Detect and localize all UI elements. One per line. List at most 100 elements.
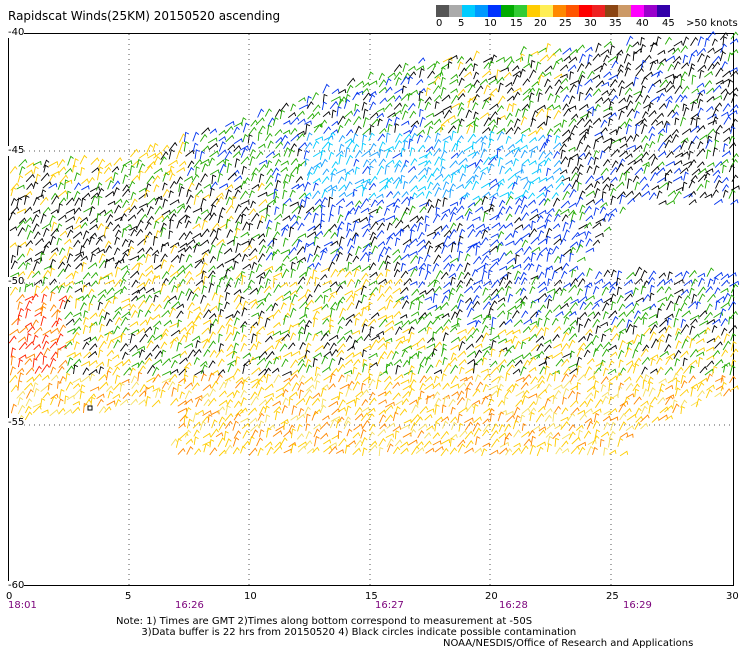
wind-barb [427, 245, 434, 255]
wind-barb [47, 382, 53, 391]
wind-barb [682, 103, 688, 112]
map-plot-area[interactable] [8, 33, 734, 586]
wind-barb [552, 396, 558, 405]
wind-barb [266, 314, 275, 320]
wind-barb [482, 191, 491, 198]
wind-barb [162, 172, 169, 182]
wind-barb [586, 398, 594, 408]
wind-barb [258, 238, 266, 246]
wind-barb [144, 352, 153, 360]
wind-barb [291, 405, 298, 415]
wind-barb [379, 246, 388, 257]
wind-barb [695, 398, 702, 408]
wind-barb [82, 230, 90, 240]
wind-barb [528, 401, 537, 408]
wind-barb [202, 319, 212, 325]
wind-barb [440, 438, 451, 445]
wind-barb [706, 95, 715, 103]
wind-barb [603, 269, 611, 277]
wind-barb [715, 377, 724, 382]
wind-barb [160, 259, 167, 269]
wind-barb [298, 204, 305, 215]
wind-barb [584, 151, 592, 160]
wind-barb [297, 148, 303, 157]
wind-barb [73, 224, 82, 230]
wind-barb [466, 404, 475, 413]
wind-barb [577, 182, 582, 191]
wind-barb [576, 317, 582, 326]
wind-barb [720, 78, 731, 85]
wind-barb [475, 436, 481, 446]
wind-barb [177, 290, 185, 301]
wind-barb [424, 101, 432, 111]
wind-barb [482, 249, 491, 257]
wind-barb [370, 286, 379, 296]
wind-barb [728, 294, 735, 303]
wind-barb [624, 87, 633, 95]
wind-barb [568, 431, 576, 440]
wind-barb [297, 445, 307, 453]
wind-barb [233, 430, 242, 439]
wind-barb [418, 262, 427, 270]
wind-barb [170, 254, 180, 263]
wind-barb [705, 303, 713, 312]
wind-barb [424, 151, 433, 159]
wind-barb [626, 413, 637, 421]
wind-barb [209, 349, 217, 358]
wind-barb [498, 82, 504, 93]
wind-barb [170, 301, 181, 309]
wind-barb [257, 253, 266, 263]
wind-barb [559, 73, 568, 79]
wind-barb [383, 375, 392, 383]
wind-barb [360, 437, 368, 447]
wind-barb [59, 230, 68, 237]
wind-barb [458, 382, 467, 390]
wind-barb [201, 145, 210, 153]
wind-barb [553, 304, 562, 312]
wind-barb [291, 322, 300, 328]
wind-barb [488, 130, 495, 141]
wind-barb [375, 272, 384, 280]
wind-barb [679, 301, 688, 311]
wind-barb [392, 392, 401, 401]
wind-barb [682, 270, 690, 280]
wind-barb [536, 342, 544, 352]
wind-barb [127, 214, 137, 222]
wind-barb [113, 186, 120, 197]
wind-barb [433, 138, 442, 149]
wind-barb [594, 187, 601, 199]
wind-barb [568, 333, 578, 342]
wind-barb [24, 190, 33, 197]
wind-barb [433, 369, 443, 375]
wind-barb [241, 307, 248, 317]
wind-barb [368, 214, 374, 224]
wind-barb [97, 170, 103, 181]
wind-barb [481, 332, 490, 342]
wind-barb [480, 182, 491, 189]
wind-barb [274, 213, 283, 221]
wind-barb [377, 314, 388, 321]
wind-barb [576, 141, 583, 151]
wind-barb [377, 293, 385, 301]
wind-barb [424, 270, 432, 280]
wind-barb [480, 135, 488, 143]
wind-barb [681, 310, 691, 318]
wind-barb [651, 79, 662, 87]
wind-barb [368, 362, 374, 374]
wind-barb [457, 135, 464, 142]
wind-barb [563, 367, 571, 375]
wind-barb [119, 213, 127, 222]
wind-barb [553, 150, 561, 159]
wind-barb [674, 159, 683, 166]
wind-barb [401, 191, 409, 198]
wind-barb [491, 438, 500, 448]
wind-barb [569, 246, 576, 255]
wind-barb [707, 119, 717, 125]
wind-barb [40, 301, 47, 311]
wind-barb [539, 142, 548, 152]
wind-barb [240, 213, 247, 224]
wind-barb [91, 167, 100, 174]
wind-barb [465, 397, 472, 408]
wind-barb [465, 343, 474, 350]
wind-barb [368, 158, 377, 165]
